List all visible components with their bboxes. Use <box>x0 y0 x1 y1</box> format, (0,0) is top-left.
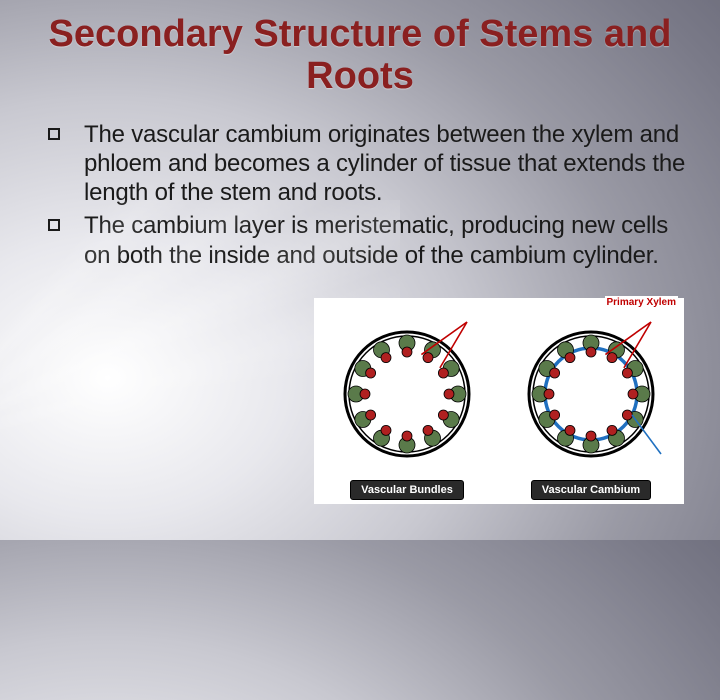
right-caption: Vascular Cambium <box>531 480 651 500</box>
left-caption: Vascular Bundles <box>350 480 464 500</box>
bullet-list: The vascular cambium originates between … <box>0 98 720 270</box>
bullet-text: The cambium layer is meristematic, produ… <box>84 211 690 270</box>
vascular-bundles-svg <box>327 316 487 466</box>
stem-diagram: Primary Xylem Vascular Bundles Vascular … <box>314 298 684 504</box>
list-item: The vascular cambium originates between … <box>48 120 690 208</box>
diagram-left: Vascular Bundles <box>318 302 496 500</box>
list-item: The cambium layer is meristematic, produ… <box>48 211 690 270</box>
bullet-square-icon <box>48 128 60 140</box>
slide-title: Secondary Structure of Stems and Roots <box>0 0 720 98</box>
bullet-text: The vascular cambium originates between … <box>84 120 690 208</box>
diagram-right: Vascular Cambium <box>502 302 680 500</box>
vascular-cambium-svg <box>511 316 671 466</box>
bullet-square-icon <box>48 219 60 231</box>
